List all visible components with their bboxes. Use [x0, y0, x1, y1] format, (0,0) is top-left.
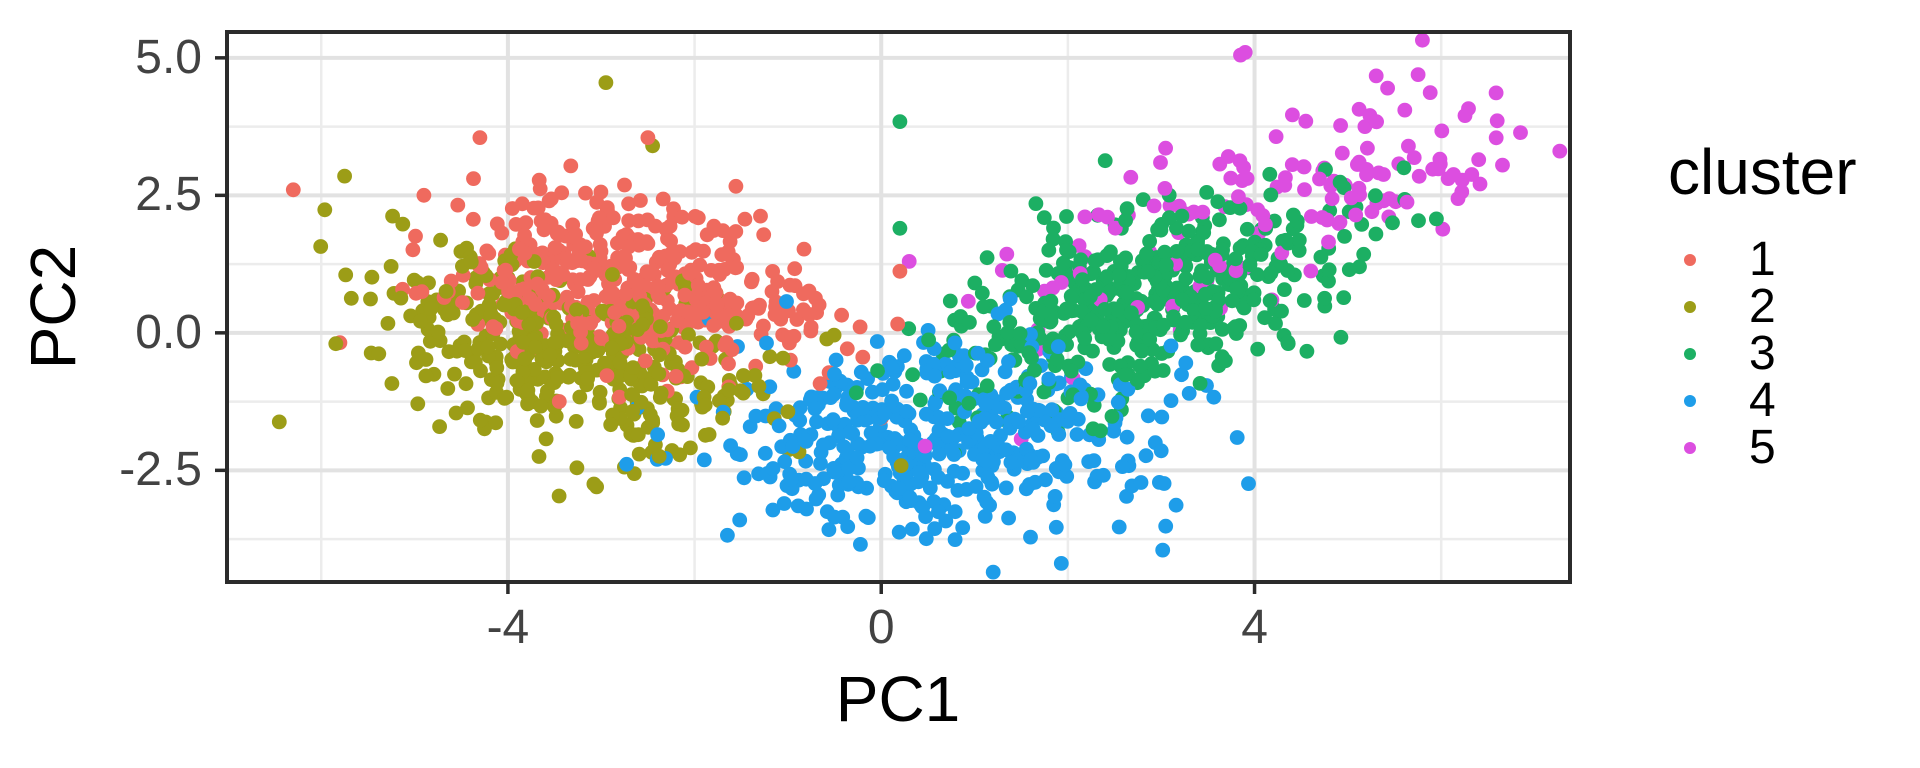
x-tick-label: 4: [1241, 601, 1268, 654]
x-axis-title: PC1: [835, 663, 961, 735]
axis-ticks: [215, 56, 1257, 594]
y-tick-label: 5.0: [135, 30, 202, 84]
y-axis-title: PC2: [17, 244, 89, 370]
legend-dot-icon: [1684, 394, 1696, 407]
legend-dot-icon: [1684, 253, 1696, 266]
legend-item-5: 5: [1684, 421, 1776, 474]
legend-label: 5: [1749, 421, 1776, 474]
scatter-points: [271, 32, 1568, 580]
legend-dot-icon: [1684, 441, 1696, 454]
x-tick-label: -4: [486, 601, 530, 654]
y-tick-label: -2.5: [119, 443, 202, 497]
legend-label: 2: [1749, 280, 1776, 333]
legend-item-1: 1: [1684, 233, 1776, 286]
legend-dot-icon: [1684, 347, 1696, 360]
legend-dot-icon: [1684, 300, 1696, 313]
y-tick-label: 2.5: [135, 168, 202, 222]
legend-label: 3: [1749, 327, 1776, 380]
legend-title: cluster: [1668, 136, 1857, 208]
legend-label: 1: [1749, 233, 1776, 286]
y-tick-label: 0.0: [135, 305, 202, 359]
panel-border: [225, 30, 1572, 584]
legend-item-4: 4: [1684, 374, 1776, 427]
legend-item-2: 2: [1684, 280, 1776, 333]
legend-item-3: 3: [1684, 327, 1776, 380]
x-tick-label: 0: [867, 601, 895, 654]
legend-label: 4: [1749, 374, 1776, 427]
